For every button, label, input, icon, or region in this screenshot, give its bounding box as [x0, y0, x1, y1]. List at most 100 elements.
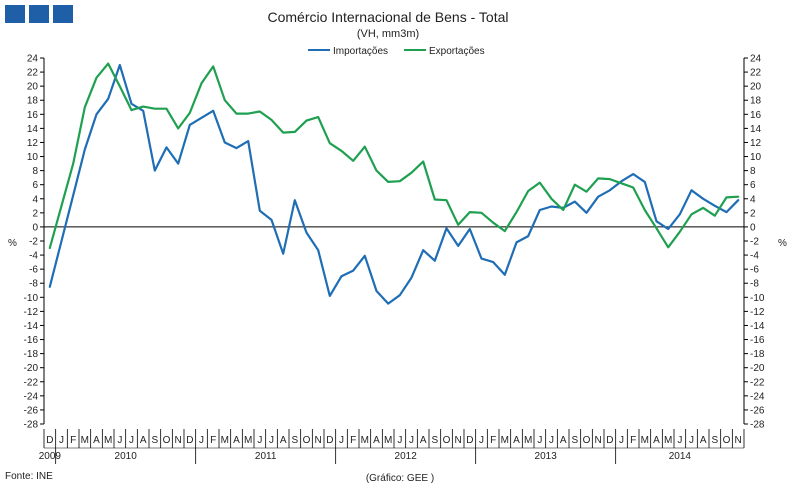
- month-label: N: [595, 435, 602, 446]
- y-tick-label-left: -20: [24, 363, 39, 374]
- y-tick-label-left: -10: [24, 293, 39, 304]
- month-label: A: [560, 435, 567, 446]
- y-tick-label-left: 0: [32, 222, 38, 233]
- logo-block: [53, 5, 73, 23]
- y-tick-label-left: -6: [29, 265, 38, 276]
- y-tick-label-right: -22: [750, 377, 765, 388]
- series-lines: [48, 62, 740, 305]
- month-label: N: [455, 435, 462, 446]
- y-tick-label-right: -20: [750, 363, 765, 374]
- y-tick-label-left: -22: [24, 377, 39, 388]
- month-label: J: [409, 435, 414, 446]
- month-label: N: [315, 435, 322, 446]
- month-label: J: [117, 435, 122, 446]
- y-tick-label-right: 18: [750, 96, 762, 107]
- month-label: J: [689, 435, 694, 446]
- y-tick-label-right: 2: [750, 208, 756, 219]
- month-label: J: [479, 435, 484, 446]
- month-label: J: [269, 435, 274, 446]
- month-label: J: [199, 435, 204, 446]
- y-tick-label-left: 18: [27, 96, 39, 107]
- y-tick-label-left: 6: [32, 180, 38, 191]
- month-label: M: [221, 435, 229, 446]
- y-tick-label-right: -10: [750, 293, 765, 304]
- year-label: 2009: [39, 451, 62, 462]
- y-tick-label-left: 16: [27, 110, 39, 121]
- y-tick-label-left: 4: [32, 194, 38, 205]
- month-label: O: [583, 435, 591, 446]
- y-tick-label-left: -28: [24, 420, 39, 431]
- month-label: O: [303, 435, 311, 446]
- month-label: A: [280, 435, 287, 446]
- y-tick-label-left: -14: [24, 321, 39, 332]
- month-label: J: [397, 435, 402, 446]
- month-label: A: [513, 435, 520, 446]
- y-tick-label-right: 20: [750, 82, 762, 93]
- month-label: D: [46, 435, 53, 446]
- y-tick-label-right: 16: [750, 110, 762, 121]
- y-tick-label-left: 20: [27, 82, 39, 93]
- year-label: 2010: [115, 451, 138, 462]
- month-label: N: [735, 435, 742, 446]
- y-tick-label-right: 6: [750, 180, 756, 191]
- month-label: S: [571, 435, 578, 446]
- month-label: J: [619, 435, 624, 446]
- month-label: O: [723, 435, 731, 446]
- y-tick-label-right: -14: [750, 321, 765, 332]
- month-label: M: [81, 435, 89, 446]
- y-tick-label-right: -6: [750, 265, 759, 276]
- month-label: F: [630, 435, 636, 446]
- y-tick-label-left: 14: [27, 124, 39, 135]
- month-label: S: [151, 435, 158, 446]
- y-tick-label-left: -24: [24, 391, 39, 402]
- y-tick-label-left: 2: [32, 208, 38, 219]
- chart-subtitle: (VH, mm3m): [357, 28, 419, 40]
- series-line-importacoes: [48, 63, 740, 305]
- month-label: O: [163, 435, 171, 446]
- year-label: 2013: [535, 451, 558, 462]
- month-label: A: [233, 435, 240, 446]
- legend: Importações Exportações: [308, 46, 485, 57]
- series-line-exportacoes: [48, 62, 740, 250]
- month-label: A: [653, 435, 660, 446]
- y-tick-label-left: -4: [29, 251, 38, 262]
- axes: -28 -28-26 -26-24 -24-22 -22-20 -20-18 -18-16-…: [24, 54, 765, 431]
- y-tick-label-right: 14: [750, 124, 762, 135]
- month-label: A: [373, 435, 380, 446]
- y-tick-label-right: -16: [750, 335, 765, 346]
- y-tick-label-left: -26: [24, 405, 39, 416]
- month-label: A: [93, 435, 100, 446]
- month-label: A: [420, 435, 427, 446]
- y-tick-label-right: 12: [750, 138, 762, 149]
- y-tick-label-right: 22: [750, 68, 762, 79]
- month-label: D: [466, 435, 473, 446]
- month-label: J: [677, 435, 682, 446]
- month-label: M: [641, 435, 649, 446]
- y-tick-label-left: 12: [27, 138, 39, 149]
- y-tick-label-right: -26: [750, 405, 765, 416]
- y-tick-label-right: -18: [750, 349, 765, 360]
- month-label: D: [186, 435, 193, 446]
- y-tick-label-right: 0: [750, 222, 756, 233]
- y-tick-label-left: 8: [32, 166, 38, 177]
- logo-block: [29, 5, 49, 23]
- month-label: M: [664, 435, 672, 446]
- source-note: Fonte: INE: [5, 471, 53, 482]
- credit-note: (Gráfico: GEE ): [366, 473, 434, 484]
- month-label: O: [443, 435, 451, 446]
- y-tick-label-left: 10: [27, 152, 39, 163]
- month-label: F: [490, 435, 496, 446]
- year-label: 2014: [669, 451, 692, 462]
- month-label: M: [501, 435, 509, 446]
- y-tick-label-left: -18: [24, 349, 39, 360]
- y-axis-label-right: %: [778, 238, 787, 249]
- y-axis-label-left: %: [8, 238, 17, 249]
- month-label: A: [140, 435, 147, 446]
- y-tick-label-right: -24: [750, 391, 765, 402]
- y-tick-label-right: -12: [750, 307, 765, 318]
- month-label: M: [384, 435, 392, 446]
- y-tick-label-left: -12: [24, 307, 39, 318]
- y-tick-label-left: 22: [27, 68, 39, 79]
